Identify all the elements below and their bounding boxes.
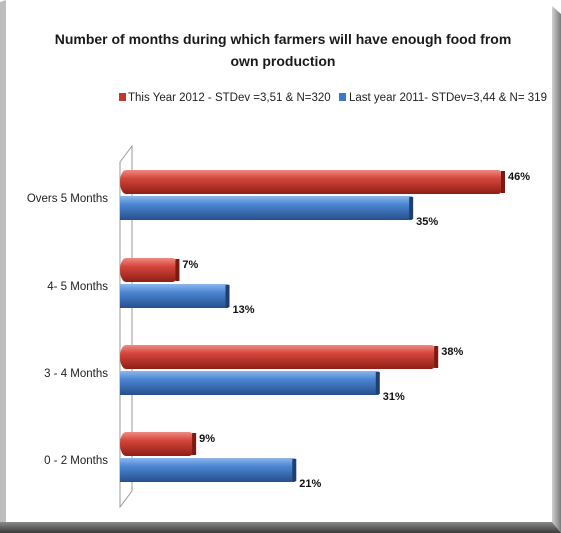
data-label-2011-2: 31%	[383, 391, 405, 403]
data-label-2012-2: 38%	[441, 346, 463, 358]
bar-end-2011-2	[375, 372, 380, 394]
bar-end-2011-3	[292, 459, 297, 481]
panel-bottom-edge	[0, 522, 561, 533]
legend: This Year 2012 - STDev =3,51 & N=320 Las…	[119, 92, 547, 104]
bar-end-2012-2	[434, 346, 439, 368]
bar-end-2011-0	[409, 197, 414, 219]
bar-2011-1	[120, 284, 229, 308]
category-label-3: 0 - 2 Months	[44, 455, 108, 467]
legend-swatch-2011	[339, 93, 346, 101]
data-label-2011-1: 13%	[233, 304, 255, 316]
data-label-2012-0: 46%	[508, 171, 530, 183]
data-label-2012-1: 7%	[182, 259, 198, 271]
bar-2012-2	[120, 345, 438, 369]
bars-layer: 46% 35% 7% 13% 38% 31% 9% 21%	[120, 170, 530, 490]
legend-swatch-2012	[119, 93, 126, 101]
bar-end-2011-1	[225, 285, 230, 307]
bar-2011-0	[120, 196, 413, 220]
panel-right-edge	[552, 6, 561, 533]
data-label-2011-0: 35%	[416, 216, 438, 228]
legend-label-2012: This Year 2012 - STDev =3,51 & N=320	[128, 92, 331, 104]
bar-end-2012-0	[501, 171, 505, 193]
category-label-1: 4- 5 Months	[47, 281, 108, 293]
category-labels: Overs 5 Months 4- 5 Months 3 - 4 Months 0 -…	[27, 193, 108, 467]
chart-title-line-2: own production	[231, 53, 336, 69]
data-label-2012-3: 9%	[199, 433, 215, 445]
category-label-2: 3 - 4 Months	[44, 368, 108, 380]
category-label-0: Overs 5 Months	[27, 193, 108, 205]
data-label-2011-3: 21%	[299, 478, 321, 490]
bar-end-2012-1	[175, 259, 180, 281]
bar-end-2012-3	[192, 433, 197, 455]
chart-title-line-1: Number of months during which farmers wi…	[55, 31, 512, 47]
bar-2011-3	[120, 458, 296, 482]
bar-2011-2	[120, 371, 379, 395]
bar-2012-3	[120, 432, 196, 456]
bar-2012-1	[120, 258, 179, 282]
bar-2012-0	[120, 170, 504, 194]
panel-left-edge	[0, 0, 6, 528]
chart-panel	[0, 0, 552, 522]
legend-label-2011: Last year 2011- STDev=3,44 & N= 319	[349, 92, 547, 104]
